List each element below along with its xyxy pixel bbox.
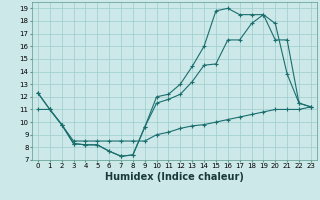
X-axis label: Humidex (Indice chaleur): Humidex (Indice chaleur) xyxy=(105,172,244,182)
